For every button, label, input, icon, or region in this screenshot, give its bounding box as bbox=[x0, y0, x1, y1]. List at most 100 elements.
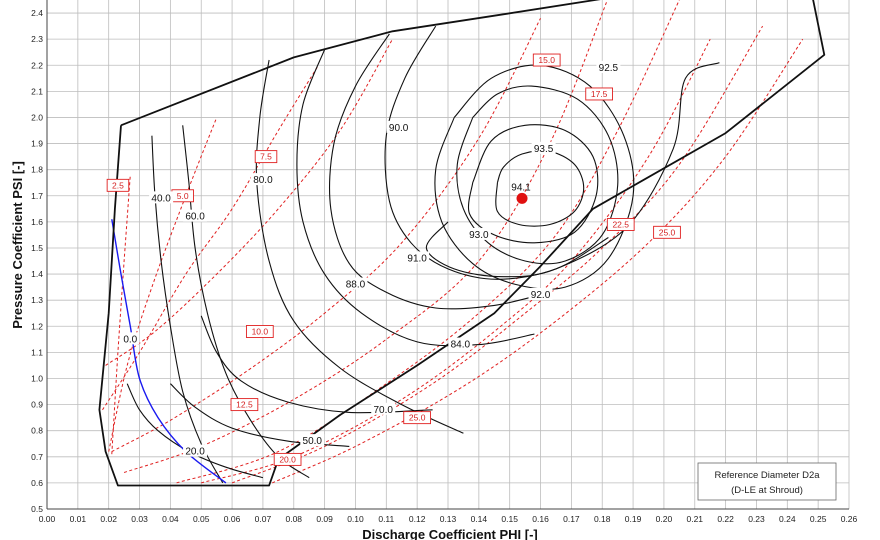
speed-line-label-box bbox=[245, 325, 274, 338]
y-tick-label: 1.9 bbox=[31, 139, 43, 149]
efficiency-label-bg bbox=[250, 173, 275, 186]
y-tick-label: 0.6 bbox=[31, 478, 43, 488]
reference-box-line1: Reference Diameter D2a bbox=[714, 470, 820, 481]
y-tick-label: 2.1 bbox=[31, 86, 43, 96]
x-tick-label: 0.13 bbox=[440, 514, 457, 524]
efficiency-contour bbox=[456, 85, 619, 265]
zero-label: 0.0 bbox=[123, 334, 137, 345]
x-tick-label: 0.01 bbox=[70, 514, 87, 524]
efficiency-contour bbox=[126, 383, 264, 479]
y-tick-label: 0.9 bbox=[31, 400, 43, 410]
y-tick-label: 0.8 bbox=[31, 426, 43, 436]
speed-line bbox=[123, 0, 608, 473]
x-tick-label: 0.02 bbox=[100, 514, 117, 524]
x-tick-label: 0.05 bbox=[193, 514, 210, 524]
contour-labels: 2.5 5.0 7.5 10.0 12.5 15.0 17.5 20.0 22.5 25.0 25.… bbox=[106, 53, 681, 466]
y-tick-label: 0.7 bbox=[31, 452, 43, 462]
x-tick-label: 0.04 bbox=[162, 514, 179, 524]
speed-line bbox=[111, 174, 131, 455]
y-tick-label: 1.0 bbox=[31, 373, 43, 383]
speed-line-label: 12.5 bbox=[236, 400, 253, 410]
y-tick-label: 0.5 bbox=[31, 504, 43, 514]
speed-line bbox=[111, 18, 541, 453]
speed-line-label: 10.0 bbox=[252, 327, 269, 337]
efficiency-label-bg bbox=[371, 402, 396, 415]
efficiency-contour bbox=[200, 315, 433, 414]
speed-line-label: 5.0 bbox=[177, 191, 189, 201]
x-tick-label: 0.23 bbox=[748, 514, 765, 524]
peak-efficiency-marker bbox=[516, 192, 528, 204]
y-tick-label: 1.6 bbox=[31, 217, 43, 227]
speed-line-label-box bbox=[532, 53, 561, 67]
x-tick-label: 0.07 bbox=[255, 514, 272, 524]
x-tick-label: 0.06 bbox=[224, 514, 241, 524]
x-tick-label: 0.20 bbox=[656, 514, 673, 524]
efficiency-label: 93.5 bbox=[534, 144, 554, 155]
axis-ticks: 0.00 0.01 0.02 0.03 0.04 0.05 0.06 0.07 0.08 0.09… bbox=[31, 8, 857, 524]
x-tick-label: 0.00 bbox=[39, 514, 56, 524]
speed-line-label: 25.0 bbox=[409, 413, 426, 423]
y-tick-label: 2.4 bbox=[31, 8, 43, 18]
x-tick-label: 0.18 bbox=[594, 514, 611, 524]
efficiency-contour bbox=[328, 33, 550, 310]
y-tick-label: 2.3 bbox=[31, 34, 43, 44]
efficiency-label: 60.0 bbox=[185, 212, 205, 223]
efficiency-label: 50.0 bbox=[303, 436, 323, 447]
efficiency-label-bg bbox=[300, 434, 325, 447]
y-axis-label: Pressure Coefficient PSI [-] bbox=[10, 161, 25, 329]
efficiency-label: 70.0 bbox=[373, 405, 393, 416]
efficiency-contour bbox=[255, 59, 464, 434]
efficiency-label-bg bbox=[183, 444, 208, 457]
efficiency-label-bg bbox=[596, 60, 621, 73]
x-tick-label: 0.22 bbox=[717, 514, 734, 524]
x-tick-label: 0.08 bbox=[285, 514, 302, 524]
y-tick-label: 1.7 bbox=[31, 191, 43, 201]
efficiency-contour bbox=[495, 150, 585, 227]
speed-line-label-box bbox=[653, 225, 681, 239]
speed-line-label-box bbox=[585, 87, 613, 101]
speed-line-label: 2.5 bbox=[112, 180, 124, 190]
x-tick-label: 0.14 bbox=[471, 514, 488, 524]
x-tick-label: 0.09 bbox=[316, 514, 333, 524]
x-tick-label: 0.12 bbox=[409, 514, 426, 524]
speed-line-label-box bbox=[273, 452, 302, 466]
zero-label-bg bbox=[121, 332, 140, 345]
x-tick-label: 0.11 bbox=[378, 514, 394, 524]
speed-line-label: 17.5 bbox=[591, 89, 608, 99]
y-tick-label: 1.4 bbox=[31, 269, 43, 279]
reference-box-frame bbox=[697, 462, 837, 501]
efficiency-label-bg bbox=[343, 277, 368, 290]
speed-line-label: 25.0 bbox=[659, 227, 676, 237]
efficiency-contour bbox=[425, 62, 720, 278]
y-tick-label: 2.2 bbox=[31, 60, 43, 70]
peak-marker-group: 94.1 bbox=[511, 182, 531, 204]
speed-line bbox=[271, 38, 804, 484]
efficiency-label: 40.0 bbox=[151, 193, 171, 204]
efficiency-label: 92.0 bbox=[531, 290, 551, 301]
x-tick-label: 0.17 bbox=[563, 514, 580, 524]
y-tick-label: 1.8 bbox=[31, 165, 43, 175]
efficiency-label: 80.0 bbox=[253, 175, 273, 186]
speed-line-label-box bbox=[403, 411, 432, 425]
x-tick-label: 0.03 bbox=[131, 514, 148, 524]
speed-line bbox=[176, 0, 680, 484]
y-tick-label: 2.0 bbox=[31, 112, 43, 122]
y-tick-label: 1.3 bbox=[31, 295, 43, 305]
efficiency-label-bg bbox=[466, 227, 491, 240]
efficiency-label-bg bbox=[448, 337, 473, 350]
x-tick-label: 0.10 bbox=[347, 514, 364, 524]
speed-line-label-box bbox=[606, 218, 635, 231]
efficiency-label-bg bbox=[405, 251, 430, 264]
y-tick-label: 1.1 bbox=[31, 347, 43, 357]
efficiency-label-bg bbox=[183, 209, 208, 222]
x-tick-label: 0.26 bbox=[841, 514, 858, 524]
efficiency-label: 93.0 bbox=[469, 230, 489, 241]
efficiency-label: 91.0 bbox=[407, 253, 427, 264]
efficiency-label-bg bbox=[149, 191, 174, 204]
efficiency-label: 84.0 bbox=[451, 340, 471, 351]
x-tick-label: 0.19 bbox=[625, 514, 642, 524]
speed-line-label: 15.0 bbox=[538, 55, 555, 65]
speed-line-label: 20.0 bbox=[279, 454, 296, 464]
x-axis-label: Discharge Coefficient PHI [-] bbox=[362, 527, 538, 540]
